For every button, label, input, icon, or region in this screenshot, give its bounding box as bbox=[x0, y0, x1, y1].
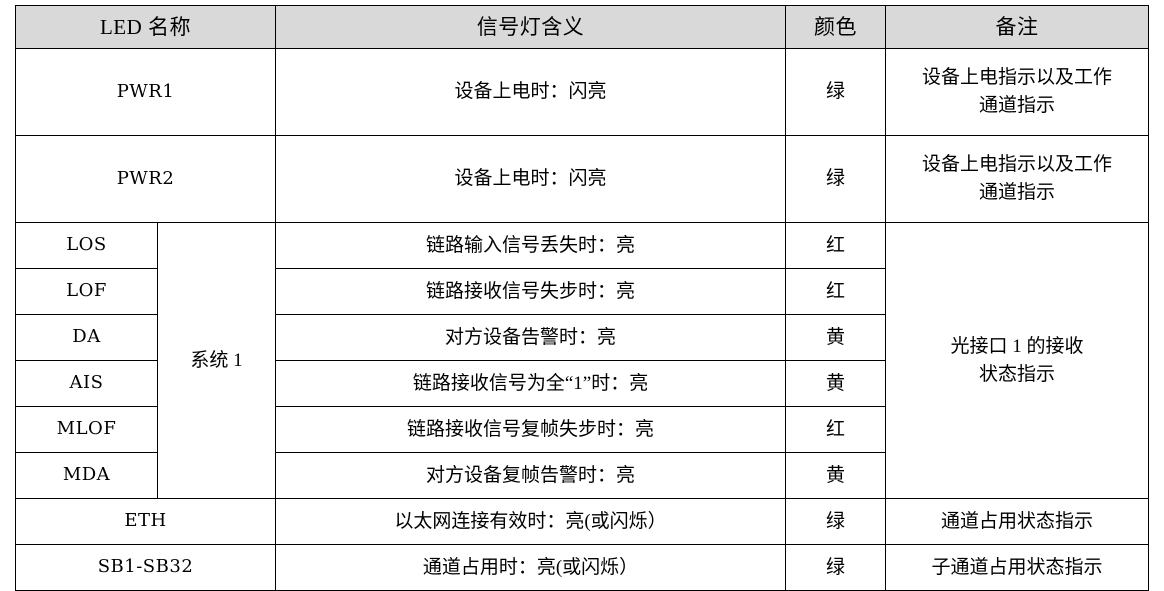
cell-led-name-mda: MDA bbox=[15, 452, 158, 499]
column-header-meaning: 信号灯含义 bbox=[275, 5, 787, 49]
cell-led-name-pwr1: PWR1 bbox=[14, 48, 277, 136]
cell-led-name-eth: ETH bbox=[14, 498, 277, 545]
cell-color-ais: 黄 bbox=[785, 360, 887, 407]
cell-led-name-ais: AIS bbox=[15, 360, 158, 407]
cell-system-group-label: 系统 1 bbox=[156, 222, 277, 499]
cell-meaning-lof: 链路接收信号失步时：亮 bbox=[275, 268, 787, 315]
cell-meaning-da: 对方设备告警时：亮 bbox=[275, 314, 787, 361]
table-row-los: LOS 系统 1 链路输入信号丢失时：亮 红 光接口 1 的接收 状态指示 bbox=[15, 222, 1150, 499]
remark-line-1: 设备上电指示以及工作 bbox=[922, 67, 1113, 89]
table-row-ais: AIS 链路接收信号为全“1”时：亮 黄 bbox=[15, 360, 1149, 407]
column-header-color: 颜色 bbox=[785, 5, 887, 49]
cell-meaning-eth: 以太网连接有效时：亮(或闪烁） bbox=[275, 498, 787, 545]
cell-remark-pwr1: 设备上电指示以及工作 通道指示 bbox=[885, 48, 1150, 136]
cell-color-mda: 黄 bbox=[785, 452, 887, 499]
cell-led-name-los: LOS bbox=[15, 222, 158, 269]
remark-line-1: 设备上电指示以及工作 bbox=[922, 154, 1113, 176]
cell-led-name-lof: LOF bbox=[15, 268, 158, 315]
table-body: PWR1 设备上电时：闪亮 绿 设备上电指示以及工作 通道指示 PWR2 设备上… bbox=[14, 48, 1150, 591]
table-row-sb: SB1-SB32 通道占用时：亮(或闪烁） 绿 子通道占用状态指示 bbox=[14, 544, 1150, 591]
cell-led-name-sb: SB1-SB32 bbox=[14, 544, 277, 591]
cell-remark-pwr2: 设备上电指示以及工作 通道指示 bbox=[885, 135, 1150, 223]
remark-line-2: 通道指示 bbox=[979, 182, 1056, 203]
document-page: LED 名称 信号灯含义 颜色 备注 PWR1 设备上电时：闪亮 绿 设备上电指… bbox=[14, 5, 1150, 591]
cell-color-eth: 绿 bbox=[785, 498, 887, 545]
cell-remark-sb: 子通道占用状态指示 bbox=[885, 544, 1150, 591]
cell-remark-eth: 通道占用状态指示 bbox=[885, 498, 1150, 545]
header-row: LED 名称 信号灯含义 颜色 备注 bbox=[14, 5, 1150, 49]
table-row-lof: LOF 链路接收信号失步时：亮 红 bbox=[15, 268, 1149, 315]
cell-color-sb: 绿 bbox=[785, 544, 887, 591]
cell-meaning-los: 链路输入信号丢失时：亮 bbox=[275, 222, 787, 269]
cell-led-name-da: DA bbox=[15, 314, 158, 361]
cell-led-name-mlof: MLOF bbox=[15, 406, 158, 453]
cell-meaning-mda: 对方设备复帧告警时：亮 bbox=[275, 452, 787, 499]
table-row-pwr2: PWR2 设备上电时：闪亮 绿 设备上电指示以及工作 通道指示 bbox=[14, 135, 1150, 223]
cell-led-name-pwr2: PWR2 bbox=[14, 135, 277, 223]
table-header: LED 名称 信号灯含义 颜色 备注 bbox=[14, 5, 1150, 49]
cell-meaning-ais: 链路接收信号为全“1”时：亮 bbox=[275, 360, 787, 407]
remark-line-1: 光接口 1 的接收 bbox=[950, 335, 1084, 357]
cell-color-da: 黄 bbox=[785, 314, 887, 361]
cell-meaning-pwr2: 设备上电时：闪亮 bbox=[275, 135, 787, 223]
table-row-da: DA 对方设备告警时：亮 黄 bbox=[15, 314, 1149, 361]
remark-line-2: 通道指示 bbox=[979, 95, 1056, 116]
table-row-mda: MDA 对方设备复帧告警时：亮 黄 bbox=[15, 452, 1149, 499]
cell-color-mlof: 红 bbox=[785, 406, 887, 453]
cell-remark-system-group: 光接口 1 的接收 状态指示 bbox=[885, 222, 1150, 499]
remark-line-2: 状态指示 bbox=[979, 363, 1056, 385]
table-row-eth: ETH 以太网连接有效时：亮(或闪烁） 绿 通道占用状态指示 bbox=[14, 498, 1150, 545]
led-indicator-table: LED 名称 信号灯含义 颜色 备注 PWR1 设备上电时：闪亮 绿 设备上电指… bbox=[14, 5, 1150, 591]
cell-color-lof: 红 bbox=[785, 268, 887, 315]
cell-color-los: 红 bbox=[785, 222, 887, 269]
table-row-pwr1: PWR1 设备上电时：闪亮 绿 设备上电指示以及工作 通道指示 bbox=[14, 48, 1150, 136]
cell-meaning-sb: 通道占用时：亮(或闪烁） bbox=[275, 544, 787, 591]
table-row-mlof: MLOF 链路接收信号复帧失步时：亮 红 bbox=[15, 406, 1149, 453]
cell-color-pwr2: 绿 bbox=[785, 135, 887, 223]
cell-meaning-pwr1: 设备上电时：闪亮 bbox=[275, 48, 787, 136]
column-header-remark: 备注 bbox=[885, 5, 1150, 49]
cell-color-pwr1: 绿 bbox=[785, 48, 887, 136]
column-header-led-name: LED 名称 bbox=[14, 5, 277, 49]
cell-meaning-mlof: 链路接收信号复帧失步时：亮 bbox=[275, 406, 787, 453]
